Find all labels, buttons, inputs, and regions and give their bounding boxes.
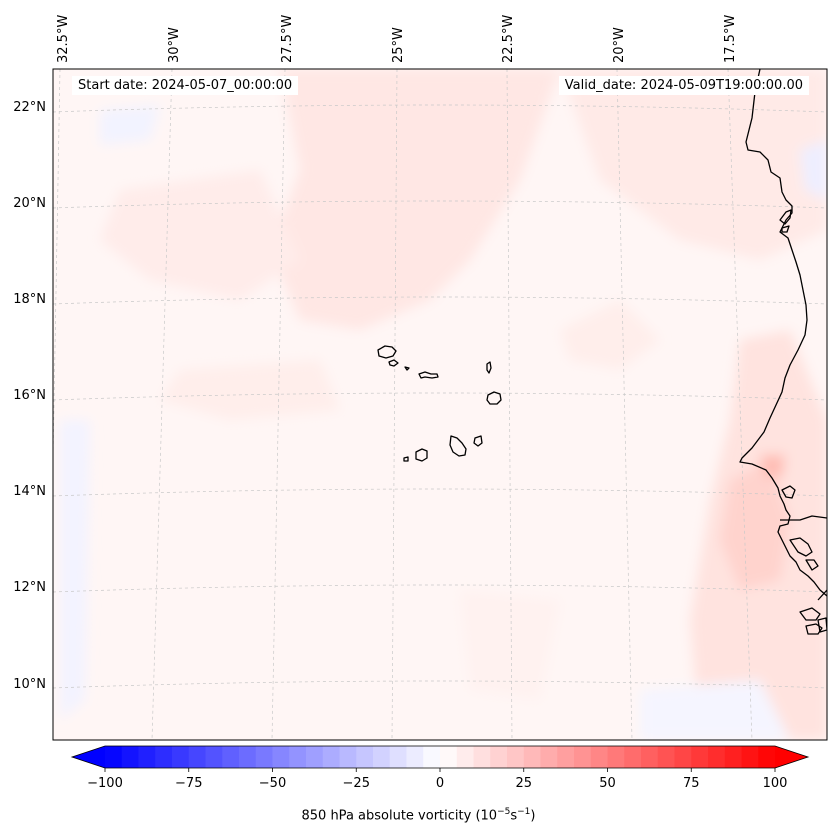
colorbar-tick-label: 100 xyxy=(763,776,788,791)
colorbar-ticks: −100 −75 −50 −25 0 25 50 75 100 xyxy=(87,768,787,791)
colorbar-cell xyxy=(205,746,223,768)
graticule xyxy=(53,69,827,740)
longitude-labels: 32.5°W 30°W 27.5°W 25°W 22.5°W 20°W 17.5… xyxy=(56,15,738,63)
colorbar-tick-label: −25 xyxy=(343,776,370,791)
colorbar-cell xyxy=(272,746,290,768)
colorbar-tick-label: 25 xyxy=(515,776,532,791)
valid-date-label: Valid_date: 2024-05-09T19:00:00.00 xyxy=(558,76,809,95)
colorbar-cell xyxy=(523,746,541,768)
colorbar-cell xyxy=(389,746,407,768)
colorbar-tick-label: 0 xyxy=(436,776,444,791)
cape-verde-islands xyxy=(377,345,502,462)
colorbar-cell xyxy=(138,746,156,768)
lon-label-27-5w: 27.5°W xyxy=(280,15,295,63)
colorbar-tick-label: −75 xyxy=(175,776,202,791)
colorbar-cell xyxy=(322,746,340,768)
colorbar-label-exp1: −5 xyxy=(497,807,511,817)
colorbar-tick-label: 50 xyxy=(599,776,616,791)
colorbar-cell xyxy=(440,746,458,768)
island-sal xyxy=(486,361,492,374)
lat-label-10n: 10°N xyxy=(13,677,46,692)
colorbar-cell xyxy=(691,746,709,768)
colorbar-tick-label: 75 xyxy=(683,776,700,791)
colorbar-cell xyxy=(373,746,391,768)
lon-label-17-5w: 17.5°W xyxy=(723,15,738,63)
map-frame xyxy=(52,68,828,741)
colorbar-cell xyxy=(758,746,776,768)
colorbar-cell xyxy=(490,746,508,768)
colorbar-cell xyxy=(423,746,441,768)
colorbar-label-prefix: 850 hPa absolute vorticity (10 xyxy=(301,808,498,824)
colorbar-cell xyxy=(724,746,742,768)
colorbar-cell xyxy=(239,746,257,768)
colorbar-cell xyxy=(540,746,558,768)
colorbar-cell xyxy=(255,746,273,768)
colorbar-tick-label: −50 xyxy=(259,776,286,791)
colorbar-cell xyxy=(590,746,608,768)
lon-label-20w: 20°W xyxy=(612,27,627,63)
colorbar-cell xyxy=(607,746,625,768)
island-santa-luzia xyxy=(404,366,410,371)
lat-label-20n: 20°N xyxy=(13,196,46,211)
map-panel xyxy=(53,69,827,740)
island-sao-nicolau xyxy=(418,371,439,379)
colorbar-cell xyxy=(121,746,139,768)
colorbar-label-suffix: ) xyxy=(530,808,536,824)
colorbar-cell xyxy=(306,746,324,768)
lon-label-32-5w: 32.5°W xyxy=(56,15,71,63)
west-africa-coastline xyxy=(739,69,827,635)
lat-label-16n: 16°N xyxy=(13,388,46,403)
colorbar-cell xyxy=(222,746,240,768)
colorbar-cells xyxy=(105,746,776,768)
lat-label-18n: 18°N xyxy=(13,292,46,307)
island-fogo xyxy=(415,448,428,462)
lon-label-30w: 30°W xyxy=(167,27,182,63)
latitude-labels: 22°N 20°N 18°N 16°N 14°N 12°N 10°N xyxy=(13,100,46,692)
colorbar-cell xyxy=(456,746,474,768)
colorbar: −100 −75 −50 −25 0 25 50 75 100 xyxy=(70,745,810,791)
colorbar-extend-high xyxy=(775,746,808,768)
island-boa-vista xyxy=(486,391,502,405)
island-santiago xyxy=(449,435,467,457)
colorbar-extend-low xyxy=(72,746,105,768)
colorbar-cell xyxy=(339,746,357,768)
colorbar-tick-label: −100 xyxy=(87,776,123,791)
island-santo-antao xyxy=(377,345,397,359)
colorbar-cell xyxy=(657,746,675,768)
lat-label-22n: 22°N xyxy=(13,100,46,115)
colorbar-cell xyxy=(172,746,190,768)
colorbar-cell xyxy=(356,746,374,768)
island-brava xyxy=(403,456,409,462)
colorbar-cell xyxy=(574,746,592,768)
colorbar-cell xyxy=(473,746,491,768)
lon-label-22-5w: 22.5°W xyxy=(501,15,516,63)
colorbar-cell xyxy=(641,746,659,768)
colorbar-cell xyxy=(624,746,642,768)
colorbar-cell xyxy=(708,746,726,768)
colorbar-cell xyxy=(406,746,424,768)
colorbar-cell xyxy=(557,746,575,768)
colorbar-cell xyxy=(674,746,692,768)
colorbar-cell xyxy=(507,746,525,768)
colorbar-cell xyxy=(741,746,759,768)
island-sao-vicente xyxy=(388,359,399,367)
colorbar-cell xyxy=(188,746,206,768)
colorbar-label-unit: s xyxy=(510,808,518,824)
start-date-label: Start date: 2024-05-07_00:00:00 xyxy=(72,76,299,95)
vorticity-field-shading xyxy=(60,69,827,740)
lat-label-14n: 14°N xyxy=(13,484,46,499)
colorbar-cell xyxy=(289,746,307,768)
lat-label-12n: 12°N xyxy=(13,580,46,595)
colorbar-label-exp2: −1 xyxy=(517,807,531,817)
island-maio xyxy=(473,435,483,447)
lon-label-25w: 25°W xyxy=(391,27,406,63)
colorbar-cell xyxy=(155,746,173,768)
colorbar-cell xyxy=(105,746,123,768)
colorbar-label: 850 hPa absolute vorticity (10−5s−1) xyxy=(0,807,837,823)
